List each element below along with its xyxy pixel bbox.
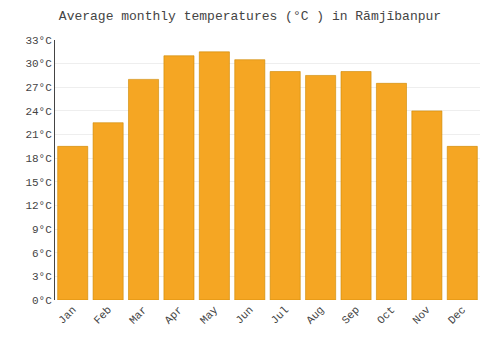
svg-text:6°C: 6°C bbox=[32, 248, 52, 260]
svg-text:Aug: Aug bbox=[304, 304, 326, 326]
svg-text:3°C: 3°C bbox=[32, 271, 52, 283]
svg-text:Dec: Dec bbox=[446, 304, 468, 326]
svg-text:33°C: 33°C bbox=[25, 35, 52, 47]
svg-text:Mar: Mar bbox=[127, 304, 149, 326]
svg-text:May: May bbox=[198, 304, 221, 327]
svg-text:Oct: Oct bbox=[375, 304, 397, 326]
svg-text:21°C: 21°C bbox=[25, 129, 52, 141]
svg-text:Apr: Apr bbox=[162, 304, 184, 326]
svg-text:0°C: 0°C bbox=[32, 295, 52, 307]
svg-text:Feb: Feb bbox=[92, 304, 114, 326]
svg-text:Jun: Jun bbox=[233, 304, 255, 326]
svg-text:18°C: 18°C bbox=[25, 153, 52, 165]
svg-text:24°C: 24°C bbox=[25, 106, 52, 118]
svg-text:Jan: Jan bbox=[56, 304, 78, 326]
svg-text:Average monthly temperatures (: Average monthly temperatures (°C ) in Rā… bbox=[59, 9, 441, 24]
svg-text:Jul: Jul bbox=[269, 304, 291, 326]
svg-text:15°C: 15°C bbox=[25, 177, 52, 189]
svg-text:Sep: Sep bbox=[340, 304, 362, 326]
svg-text:12°C: 12°C bbox=[25, 200, 52, 212]
svg-text:27°C: 27°C bbox=[25, 82, 52, 94]
svg-text:Nov: Nov bbox=[410, 304, 433, 327]
svg-text:30°C: 30°C bbox=[25, 58, 52, 70]
svg-text:9°C: 9°C bbox=[32, 224, 52, 236]
